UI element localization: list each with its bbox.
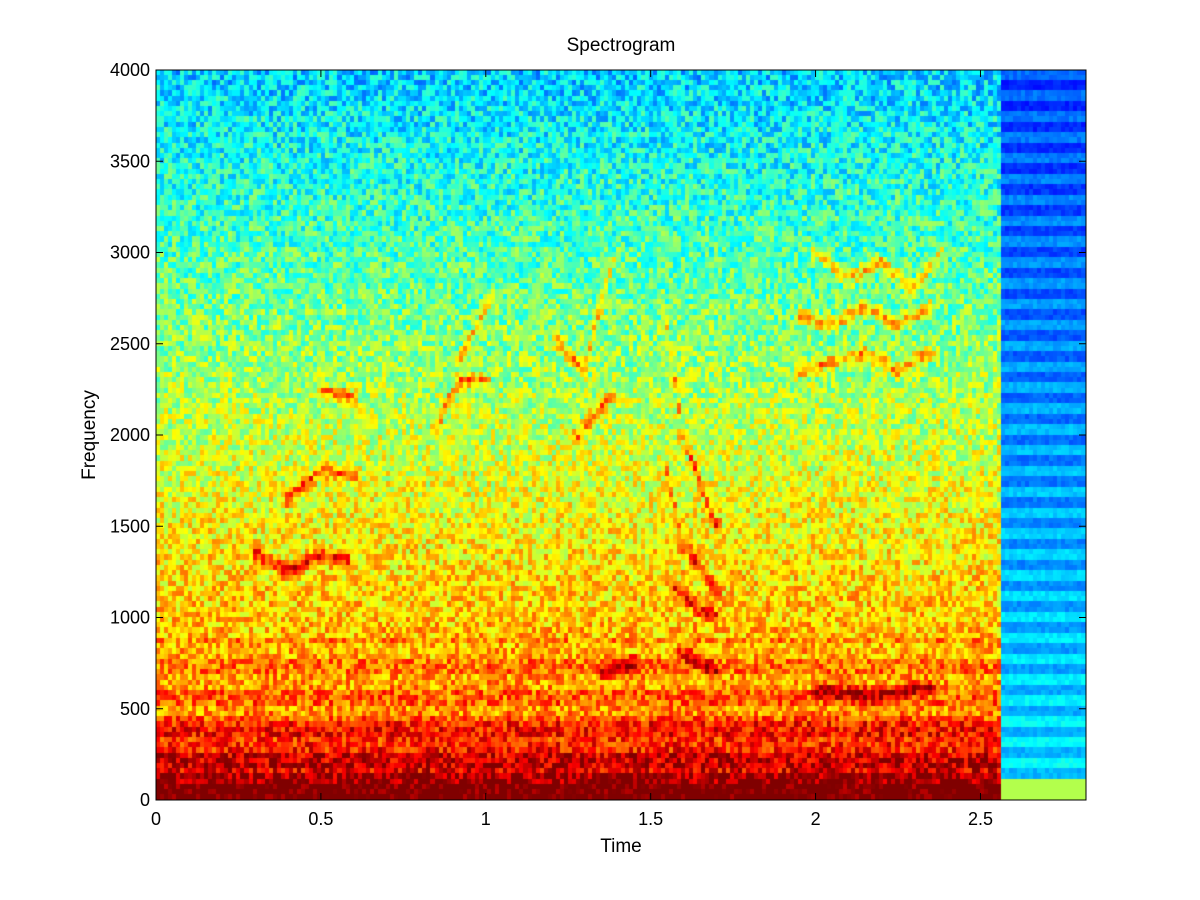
x-tick-label: 2.5 <box>968 809 993 829</box>
y-tick-label: 0 <box>140 790 150 810</box>
x-tick-label: 0 <box>151 809 161 829</box>
x-tick-label: 2 <box>811 809 821 829</box>
x-tick-label: 1.5 <box>638 809 663 829</box>
x-axis-title: Time <box>600 836 642 857</box>
axis-ticks: 0 0.5 1 1.5 2 2.5 0 500 1000 1500 2000 2500 3000 3500… <box>110 60 1086 829</box>
chart-title: Spectrogram <box>567 35 676 56</box>
y-tick-label: 2000 <box>110 425 150 445</box>
y-tick-label: 1000 <box>110 608 150 628</box>
y-tick-label: 500 <box>120 699 150 719</box>
y-tick-label: 4000 <box>110 60 150 80</box>
y-tick-label: 2500 <box>110 334 150 354</box>
spectrogram-heatmap <box>156 70 1086 800</box>
y-tick-label: 3500 <box>110 151 150 171</box>
x-tick-label: 1 <box>481 809 491 829</box>
plot-frame <box>155 69 1087 801</box>
y-axis-title: Frequency <box>79 390 100 480</box>
y-tick-label: 3000 <box>110 243 150 263</box>
y-tick-label: 1500 <box>110 516 150 536</box>
x-tick-label: 0.5 <box>308 809 333 829</box>
